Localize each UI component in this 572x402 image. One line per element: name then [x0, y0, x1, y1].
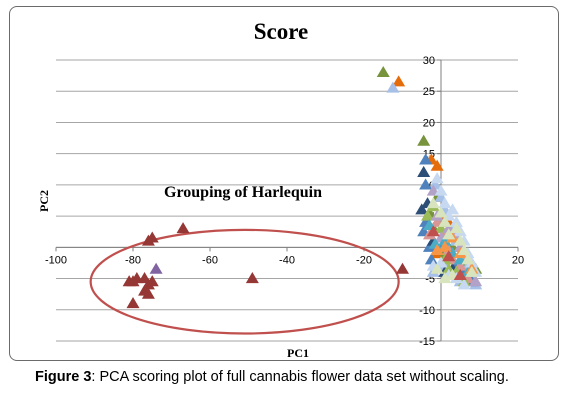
- x-tick-label: -100: [45, 254, 67, 266]
- x-tick-label: -80: [125, 254, 141, 266]
- data-point-triangle: [141, 287, 155, 299]
- data-point-triangle: [449, 215, 463, 227]
- data-point-triangle: [417, 165, 431, 177]
- x-tick-label: -40: [279, 254, 295, 266]
- figure-caption: Figure 3: PCA scoring plot of full canna…: [35, 369, 509, 385]
- data-point-triangle: [428, 237, 442, 249]
- caption-text: : PCA scoring plot of full cannabis flow…: [91, 369, 509, 385]
- data-point-triangle: [469, 275, 483, 287]
- y-tick-label: -5: [425, 274, 435, 286]
- data-point-triangle: [465, 265, 479, 277]
- data-point-triangle: [461, 253, 475, 265]
- data-point-triangle: [434, 184, 448, 196]
- data-point-triangle: [145, 275, 159, 287]
- data-point-triangle: [392, 75, 406, 87]
- data-point-triangle: [396, 262, 409, 274]
- data-point-triangle: [376, 65, 390, 78]
- data-point-triangle: [430, 159, 444, 171]
- data-point-triangle: [149, 262, 163, 274]
- data-point-triangle: [421, 209, 435, 221]
- data-point-triangle: [126, 275, 140, 287]
- data-point-triangle: [453, 268, 467, 280]
- data-point-triangle: [245, 272, 259, 284]
- data-point-triangle: [415, 203, 429, 215]
- data-point-triangle: [438, 272, 452, 284]
- data-point-triangle: [176, 222, 190, 234]
- y-tick-label: -15: [419, 336, 435, 348]
- x-tick-label: -60: [202, 254, 218, 266]
- data-point-triangle: [422, 240, 436, 252]
- data-point-triangle: [457, 278, 471, 290]
- data-point-triangle: [419, 178, 433, 190]
- x-tick-label: -20: [356, 254, 372, 266]
- data-point-triangle: [438, 240, 452, 252]
- annotation-ellipse-group: [89, 228, 400, 335]
- data-point-triangle: [438, 197, 452, 209]
- y-tick-label: -10: [419, 305, 435, 317]
- annotation-label: Grouping of Harlequin: [164, 184, 322, 201]
- data-point-triangle: [438, 234, 452, 246]
- data-point-triangle: [430, 262, 444, 274]
- y-tick-label: 20: [423, 117, 435, 129]
- data-point-triangle: [145, 231, 159, 243]
- y-tick-label: 30: [423, 55, 435, 67]
- data-point-triangle: [457, 243, 471, 256]
- y-tick-label: 25: [423, 86, 435, 98]
- x-tick-label: 20: [512, 254, 524, 266]
- data-point-triangle: [434, 206, 448, 218]
- data-point-triangle: [442, 250, 456, 262]
- chart-title: Score: [254, 19, 309, 44]
- data-point-triangle: [438, 215, 452, 227]
- data-point-triangle: [386, 81, 400, 93]
- data-point-triangle: [428, 178, 442, 190]
- data-point-triangle: [426, 225, 440, 237]
- data-point-triangle: [442, 228, 456, 240]
- annotation-ellipse: [89, 228, 400, 335]
- data-point-triangle: [430, 172, 444, 184]
- data-point-triangle: [446, 203, 460, 215]
- data-point-triangle: [426, 197, 440, 209]
- data-point-triangle: [424, 253, 438, 265]
- data-point-triangle: [430, 243, 444, 256]
- data-point-triangle: [417, 134, 431, 146]
- figure-frame: [9, 6, 559, 361]
- data-points: [122, 65, 483, 309]
- caption-label: Figure 3: [35, 369, 92, 385]
- data-point-triangle: [126, 297, 140, 309]
- data-point-triangle: [453, 234, 467, 246]
- y-axis-title: PC2: [37, 190, 51, 212]
- data-point-triangle: [419, 153, 433, 165]
- x-axis-title: PC1: [287, 346, 309, 360]
- data-point-triangle: [449, 222, 463, 234]
